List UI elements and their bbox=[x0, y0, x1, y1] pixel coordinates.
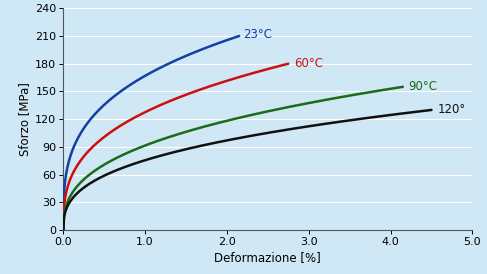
Text: 120°: 120° bbox=[437, 104, 466, 116]
Text: 90°C: 90°C bbox=[409, 80, 438, 93]
X-axis label: Deformazione [%]: Deformazione [%] bbox=[214, 251, 321, 264]
Text: 60°C: 60°C bbox=[294, 57, 323, 70]
Y-axis label: Sforzo [MPa]: Sforzo [MPa] bbox=[18, 82, 31, 156]
Text: 23°C: 23°C bbox=[244, 28, 272, 41]
